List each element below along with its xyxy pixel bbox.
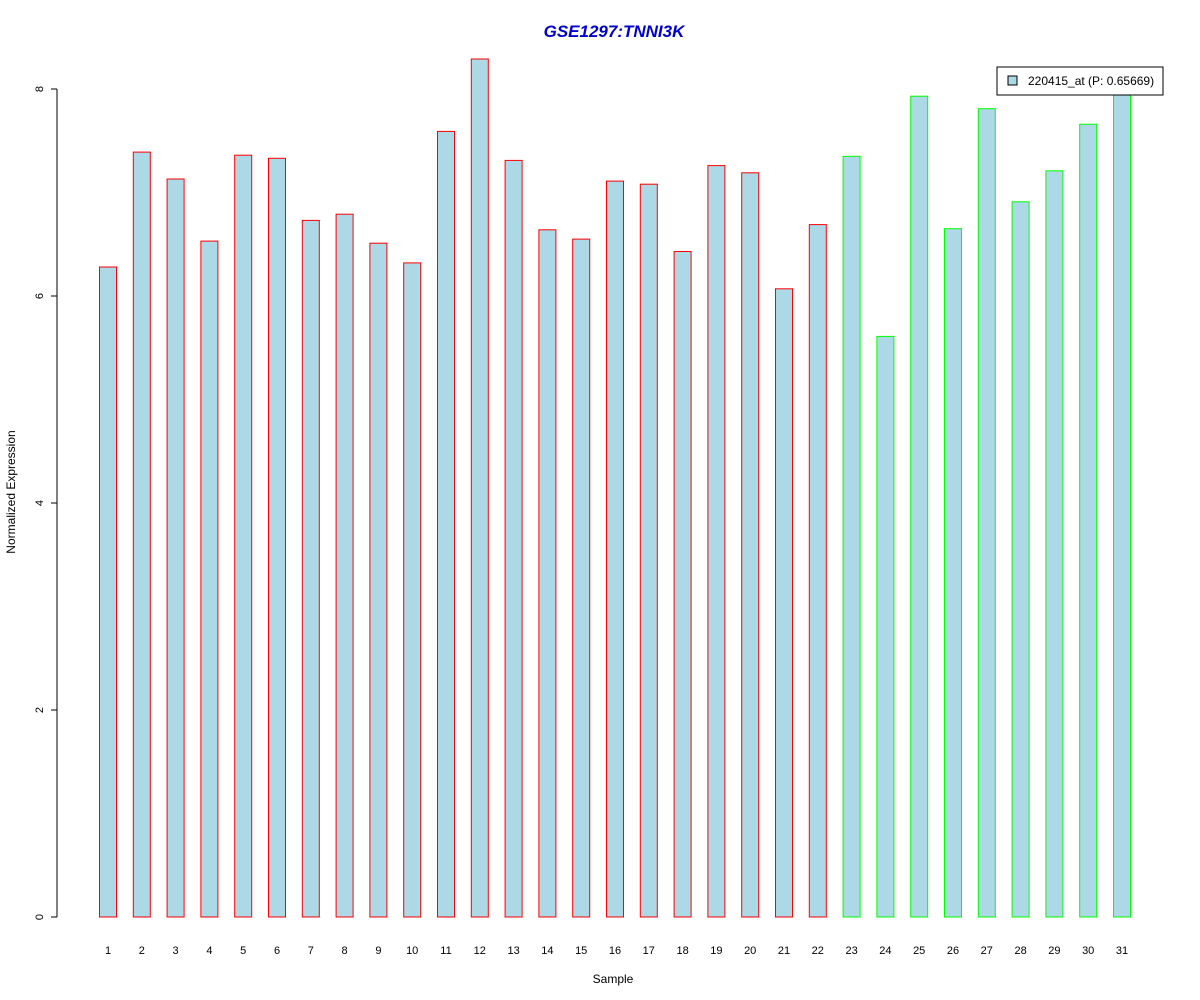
x-tick-label: 1 bbox=[105, 945, 111, 957]
x-tick-label: 18 bbox=[676, 945, 688, 957]
y-tick-label: 8 bbox=[34, 86, 46, 92]
bar bbox=[335, 213, 354, 918]
bar bbox=[808, 224, 827, 918]
x-tick-label: 16 bbox=[609, 945, 621, 957]
bar bbox=[572, 238, 591, 918]
x-axis-label: Sample bbox=[593, 972, 634, 986]
bar bbox=[166, 178, 185, 918]
bar bbox=[741, 172, 760, 918]
bar bbox=[268, 157, 286, 918]
bar bbox=[876, 335, 895, 918]
bar bbox=[775, 288, 793, 918]
y-axis: 0 2 4 6 8 bbox=[34, 86, 58, 920]
x-tick-label: 31 bbox=[1116, 945, 1128, 957]
bar bbox=[132, 151, 151, 918]
x-tick-label: 12 bbox=[474, 945, 486, 957]
x-tick-label: 11 bbox=[440, 945, 451, 957]
bar bbox=[470, 58, 489, 918]
legend-swatch bbox=[1007, 75, 1018, 86]
x-tick-label: 13 bbox=[507, 945, 519, 957]
chart-title: GSE1297:TNNI3K bbox=[544, 22, 686, 41]
legend-box bbox=[996, 66, 1164, 96]
x-tick-label: 29 bbox=[1048, 945, 1060, 957]
y-tick-label: 4 bbox=[34, 500, 46, 506]
x-tick-label: 20 bbox=[744, 945, 756, 957]
bar bbox=[234, 154, 253, 918]
x-tick-label: 15 bbox=[575, 945, 587, 957]
y-tick-label: 2 bbox=[34, 707, 46, 713]
x-tick-label: 8 bbox=[342, 945, 348, 957]
bar bbox=[673, 251, 692, 918]
x-tick-label: 10 bbox=[406, 945, 418, 957]
x-tick-labels: 1 2 3 4 5 6 7 8 9 10 11 12 13 14 15 16 17 18 19 20 21 22 23 24 2… bbox=[105, 945, 1128, 957]
bar bbox=[403, 262, 422, 918]
x-tick-label: 25 bbox=[913, 945, 925, 957]
x-tick-label: 9 bbox=[375, 945, 381, 957]
bar bbox=[944, 228, 962, 918]
bar bbox=[437, 130, 455, 918]
bar bbox=[1045, 170, 1064, 918]
x-tick-label: 27 bbox=[981, 945, 993, 957]
bar bbox=[538, 229, 557, 918]
bar bbox=[504, 159, 523, 918]
legend-label: 220415_at (P: 0.65669) bbox=[1028, 74, 1154, 88]
x-tick-label: 28 bbox=[1014, 945, 1026, 957]
x-tick-label: 23 bbox=[845, 945, 857, 957]
legend: 220415_at (P: 0.65669) bbox=[996, 66, 1164, 96]
x-tick-label: 4 bbox=[206, 945, 212, 957]
x-tick-label: 21 bbox=[778, 945, 790, 957]
bar bbox=[977, 108, 996, 918]
bar bbox=[200, 240, 219, 918]
x-tick-label: 3 bbox=[173, 945, 179, 957]
x-tick-label: 30 bbox=[1082, 945, 1094, 957]
y-tick-label: 6 bbox=[34, 293, 46, 299]
bar bbox=[910, 95, 929, 918]
x-tick-label: 2 bbox=[139, 945, 145, 957]
bar bbox=[707, 165, 726, 918]
x-tick-label: 7 bbox=[308, 945, 314, 957]
x-tick-label: 22 bbox=[812, 945, 824, 957]
bar bbox=[301, 219, 320, 918]
bar bbox=[99, 266, 117, 918]
bar bbox=[369, 242, 388, 918]
x-tick-label: 14 bbox=[541, 945, 553, 957]
bar bbox=[1011, 201, 1030, 918]
x-tick-label: 6 bbox=[274, 945, 280, 957]
x-tick-label: 19 bbox=[710, 945, 722, 957]
x-tick-label: 5 bbox=[240, 945, 246, 957]
x-tick-label: 24 bbox=[879, 945, 891, 957]
bars-group bbox=[99, 58, 1131, 918]
bar bbox=[606, 180, 624, 918]
y-tick-label: 0 bbox=[34, 914, 46, 920]
bar bbox=[1079, 123, 1098, 918]
x-tick-label: 26 bbox=[947, 945, 959, 957]
bar bbox=[842, 155, 861, 918]
y-axis-label: Normalized Expression bbox=[4, 430, 18, 553]
bar bbox=[1113, 88, 1131, 918]
bar bbox=[639, 183, 658, 918]
x-tick-label: 17 bbox=[643, 945, 655, 957]
